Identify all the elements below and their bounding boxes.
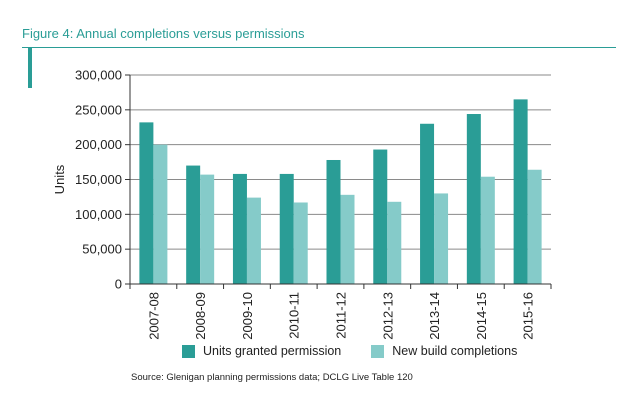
y-tick-label: 100,000 bbox=[75, 207, 122, 222]
y-tick-label: 300,000 bbox=[75, 68, 122, 83]
bar-completions bbox=[434, 193, 449, 284]
x-tick-label: 2010-11 bbox=[287, 292, 302, 339]
title-rule bbox=[22, 47, 616, 48]
y-tick-label: 0 bbox=[115, 277, 122, 292]
chart-legend: Units granted permission New build compl… bbox=[182, 344, 547, 358]
x-tick-label: 2013-14 bbox=[427, 292, 442, 340]
x-tick-label: 2011-12 bbox=[334, 292, 349, 339]
y-tick-label: 250,000 bbox=[75, 102, 122, 117]
bar-permissions bbox=[186, 165, 201, 284]
bar-permissions bbox=[513, 99, 528, 284]
legend-item-completions: New build completions bbox=[371, 344, 517, 358]
x-tick-label: 2015-16 bbox=[521, 292, 536, 340]
legend-label-completions: New build completions bbox=[392, 344, 518, 358]
legend-item-permissions: Units granted permission bbox=[182, 344, 341, 358]
accent-bar bbox=[28, 48, 32, 88]
bar-permissions bbox=[373, 149, 388, 284]
bar-completions bbox=[293, 202, 308, 284]
bar-completions bbox=[340, 194, 355, 284]
figure-title: Figure 4: Annual completions versus perm… bbox=[22, 26, 305, 41]
bar-completions bbox=[153, 144, 168, 284]
x-tick-label: 2012-13 bbox=[380, 292, 395, 340]
y-tick-label: 200,000 bbox=[75, 137, 122, 152]
bar-completions bbox=[200, 174, 215, 284]
legend-label-permissions: Units granted permission bbox=[203, 344, 342, 358]
y-axis-label: Units bbox=[52, 164, 67, 194]
legend-swatch-permissions bbox=[182, 344, 195, 358]
bar-permissions bbox=[466, 114, 481, 284]
bar-permissions bbox=[326, 159, 341, 284]
legend-swatch-completions bbox=[371, 344, 385, 358]
x-tick-label: 2008-09 bbox=[193, 292, 208, 340]
x-tick-label: 2007-08 bbox=[146, 292, 161, 340]
bar-permissions bbox=[420, 123, 435, 285]
y-tick-label: 50,000 bbox=[82, 242, 122, 257]
x-tick-label: 2014-15 bbox=[474, 292, 489, 340]
x-tick-label: 2009-10 bbox=[240, 292, 255, 340]
bar-completions bbox=[387, 201, 402, 284]
bar-permissions bbox=[232, 173, 247, 284]
source-note: Source: Glenigan planning permissions da… bbox=[131, 372, 413, 383]
bar-completions bbox=[480, 176, 495, 284]
bar-completions bbox=[246, 197, 261, 284]
bar-completions bbox=[527, 169, 542, 284]
y-tick-label: 150,000 bbox=[75, 172, 122, 187]
bar-permissions bbox=[279, 173, 294, 284]
bar-permissions bbox=[139, 122, 154, 284]
